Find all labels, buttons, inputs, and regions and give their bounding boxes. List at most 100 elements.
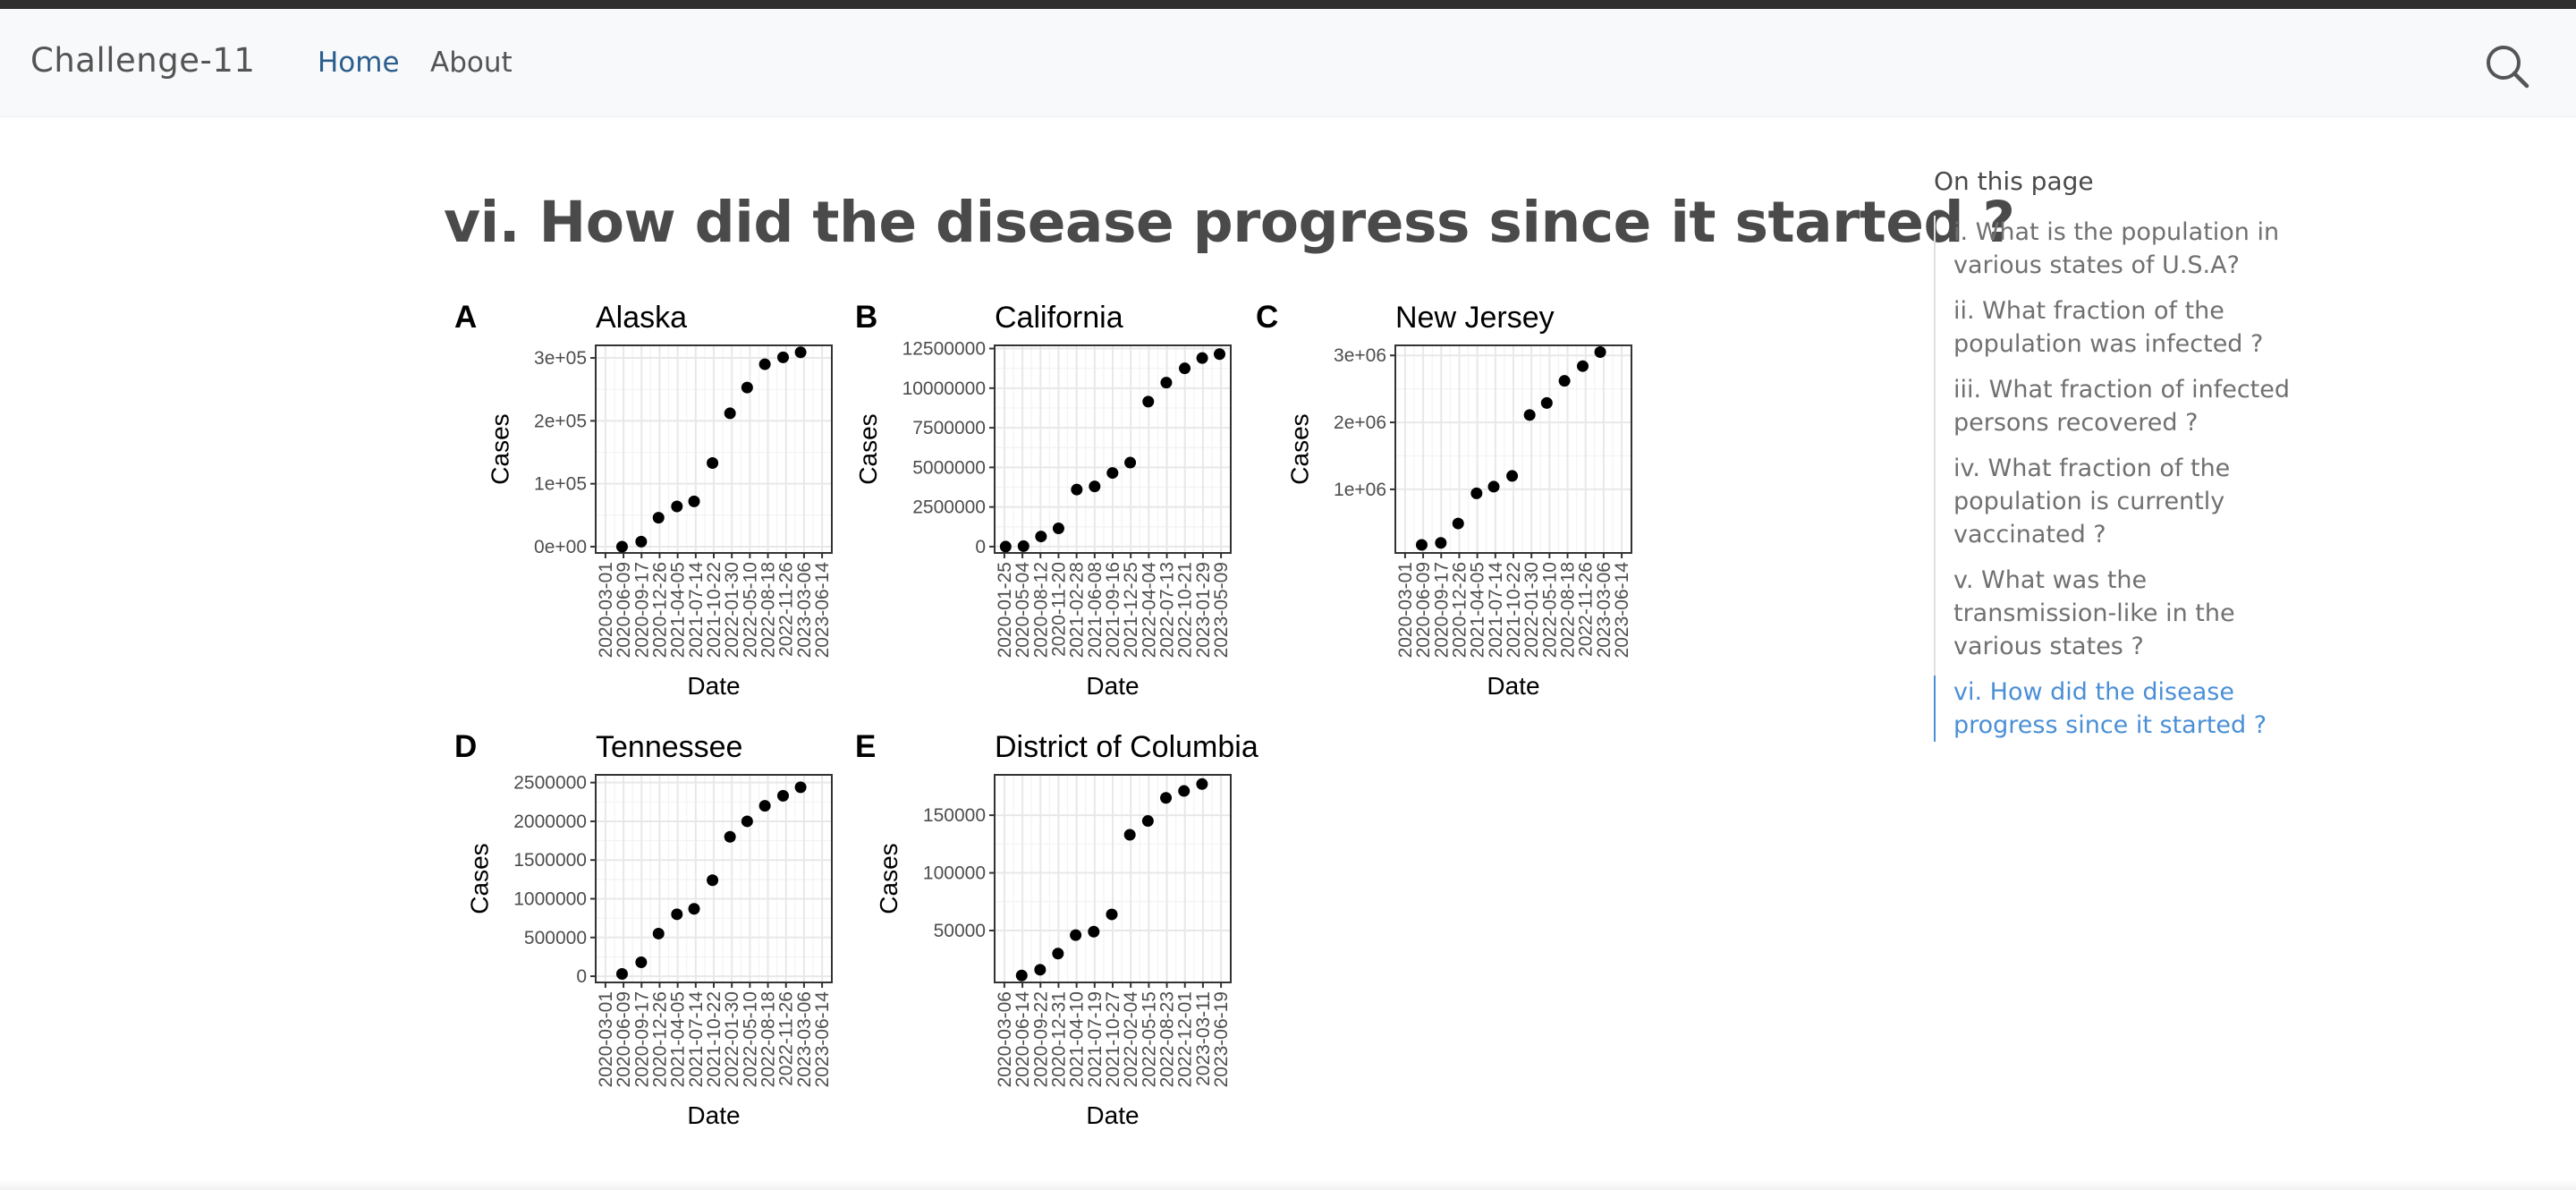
y-tick-label-b: 7500000 [912, 418, 986, 438]
data-point-a [688, 495, 700, 507]
data-point-e [1015, 969, 1028, 982]
x-tick-label-a: 2021-10-22 [704, 562, 724, 658]
data-point-b [1052, 523, 1064, 535]
page-title: vi. How did the disease progress since i… [444, 190, 2015, 255]
x-tick-label-e: 2020-12-31 [1048, 991, 1069, 1087]
y-tick-label-e: 150000 [923, 805, 986, 826]
x-axis-label-a: Date [687, 672, 740, 700]
toc-item-vaccinated[interactable]: iv. What fraction of the population is c… [1953, 455, 2231, 548]
x-tick-label-a: 2022-08-18 [758, 562, 779, 658]
data-point-a [635, 535, 648, 548]
x-tick-label-e: 2023-06-19 [1211, 991, 1232, 1087]
data-point-d [724, 830, 736, 843]
x-tick-label-a: 2022-05-10 [740, 562, 760, 658]
data-point-b [1213, 348, 1225, 361]
data-point-a [777, 351, 790, 363]
nav-link-home[interactable]: Home [318, 47, 400, 79]
x-tick-label-c: 2020-06-09 [1413, 562, 1434, 658]
data-point-a [652, 512, 665, 524]
x-tick-label-e: 2020-06-14 [1013, 991, 1033, 1088]
panel-title-d: Tennessee [596, 730, 742, 764]
y-tick-label-b: 12500000 [902, 339, 986, 360]
x-tick-label-d: 2021-07-14 [686, 991, 707, 1088]
data-point-e [1178, 785, 1191, 797]
data-point-b [1089, 480, 1101, 493]
data-point-b [1196, 352, 1208, 364]
data-point-d [741, 815, 753, 828]
data-point-b [1179, 362, 1191, 375]
table-of-contents: On this page i. What is the population i… [1934, 166, 2292, 754]
x-axis-label-e: Date [1086, 1101, 1139, 1129]
y-axis-label-e: Cases [875, 843, 902, 914]
x-tick-label-d: 2020-12-26 [649, 991, 670, 1087]
data-point-d [615, 967, 628, 980]
x-tick-label-b: 2020-05-04 [1013, 562, 1033, 659]
x-tick-label-b: 2020-08-12 [1030, 562, 1051, 658]
data-point-c [1452, 517, 1464, 530]
y-tick-label-a: 2e+05 [534, 411, 587, 431]
data-point-e [1141, 815, 1154, 828]
x-tick-label-d: 2022-11-26 [776, 991, 797, 1086]
x-tick-label-a: 2022-01-30 [722, 562, 742, 658]
navbar: Challenge-11 Home About [0, 9, 2576, 117]
x-tick-label-a: 2020-12-26 [649, 562, 670, 658]
data-point-b [1017, 540, 1030, 552]
data-point-e [1034, 964, 1046, 976]
x-tick-label-d: 2021-10-22 [704, 991, 724, 1087]
data-point-e [1052, 948, 1064, 960]
y-tick-label-e: 50000 [934, 921, 986, 941]
x-tick-label-c: 2020-12-26 [1449, 562, 1470, 658]
y-tick-label-d: 1000000 [513, 889, 587, 910]
x-tick-label-a: 2022-11-26 [776, 562, 797, 657]
x-tick-label-c: 2021-04-05 [1468, 562, 1488, 658]
data-point-d [794, 781, 807, 794]
x-tick-label-c: 2023-06-14 [1612, 562, 1632, 659]
x-tick-label-a: 2021-04-05 [668, 562, 689, 658]
x-tick-label-c: 2022-08-18 [1558, 562, 1579, 658]
x-tick-label-a: 2020-06-09 [614, 562, 634, 658]
x-tick-label-e: 2021-04-10 [1067, 991, 1088, 1087]
y-tick-label-a: 1e+05 [534, 474, 587, 495]
toc-item-infected[interactable]: ii. What fraction of the population was … [1953, 297, 2264, 358]
x-tick-label-b: 2021-12-25 [1121, 562, 1141, 658]
nav-link-about[interactable]: About [430, 47, 513, 79]
toc-item-population[interactable]: i. What is the population in various sta… [1953, 218, 2280, 279]
data-point-a [741, 381, 753, 394]
data-point-b [1106, 467, 1119, 480]
page-footer-edge [0, 1179, 2576, 1190]
x-tick-label-c: 2022-05-10 [1539, 562, 1560, 658]
x-tick-label-b: 2022-07-13 [1157, 562, 1178, 658]
site-brand[interactable]: Challenge-11 [30, 41, 256, 80]
panel-title-e: District of Columbia [995, 730, 1258, 764]
x-tick-label-b: 2021-06-08 [1085, 562, 1106, 658]
data-point-d [707, 874, 719, 887]
y-tick-label-d: 2000000 [513, 812, 587, 832]
data-point-b [1160, 377, 1173, 389]
data-point-e [1196, 778, 1208, 790]
data-point-c [1415, 539, 1428, 551]
x-tick-label-e: 2021-10-27 [1103, 991, 1123, 1087]
data-point-b [1124, 456, 1137, 469]
x-tick-label-c: 2021-07-14 [1486, 562, 1506, 659]
panel-letter-a: A [454, 300, 477, 335]
toc-item-transmission[interactable]: v. What was the transmission-like in the… [1953, 566, 2235, 660]
x-tick-label-b: 2021-02-28 [1067, 562, 1088, 658]
data-point-a [758, 358, 771, 370]
panel-title-a: Alaska [596, 301, 687, 335]
x-tick-label-e: 2020-03-06 [995, 991, 1015, 1087]
toc-title: On this page [1934, 166, 2094, 196]
panel-letter-d: D [454, 729, 477, 764]
x-tick-label-d: 2023-06-14 [812, 991, 833, 1088]
y-axis-label-b: Cases [854, 413, 882, 484]
panel-letter-e: E [855, 729, 876, 764]
toc-item-progress[interactable]: vi. How did the disease progress since i… [1934, 676, 2292, 742]
x-tick-label-d: 2021-04-05 [668, 991, 689, 1087]
toc-item-recovered[interactable]: iii. What fraction of infected persons r… [1953, 376, 2291, 437]
y-tick-label-c: 2e+06 [1334, 412, 1386, 433]
search-icon[interactable] [2484, 43, 2530, 89]
x-tick-label-a: 2023-03-06 [794, 562, 815, 658]
data-point-a [615, 540, 628, 553]
x-tick-label-d: 2022-08-18 [758, 991, 779, 1087]
x-tick-label-b: 2023-01-29 [1193, 562, 1214, 658]
x-tick-label-e: 2022-02-04 [1121, 991, 1141, 1088]
